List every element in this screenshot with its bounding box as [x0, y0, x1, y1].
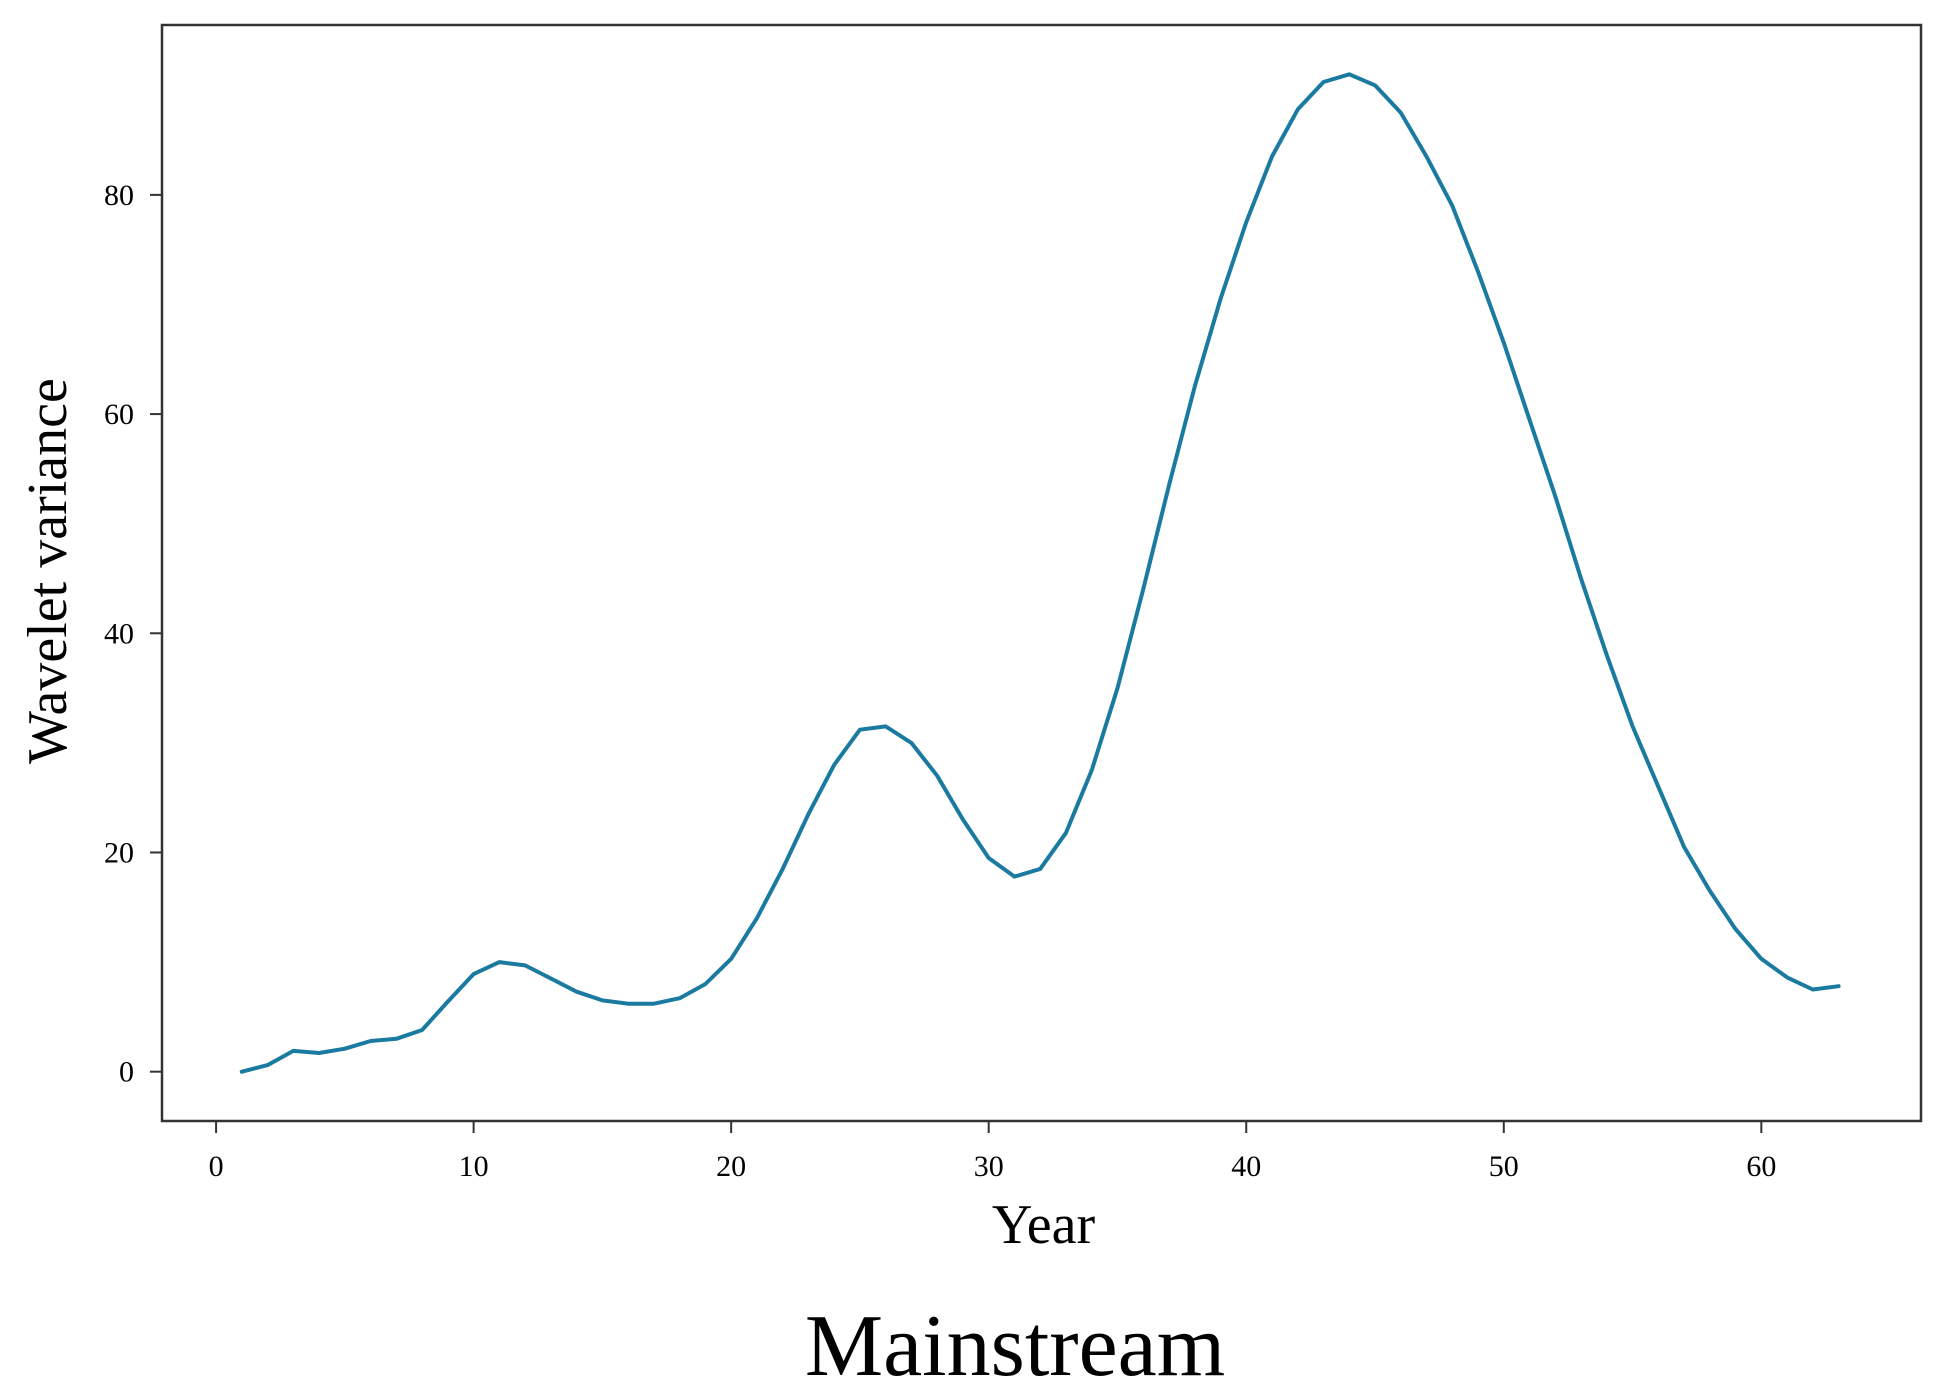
- data-point: [1450, 204, 1454, 208]
- data-point: [343, 1047, 347, 1051]
- x-tick-label: 0: [209, 1150, 224, 1183]
- y-axis-title: Wavelet variance: [17, 378, 79, 764]
- data-point: [781, 867, 785, 871]
- data-point: [1785, 975, 1789, 979]
- data-point: [1682, 845, 1686, 849]
- y-tick-label: 60: [104, 398, 134, 431]
- data-point: [1167, 483, 1171, 487]
- data-point: [523, 963, 527, 967]
- data-point: [832, 763, 836, 767]
- data-point: [549, 977, 553, 980]
- data-point: [1116, 686, 1119, 690]
- plot-frame: [160, 23, 1923, 1123]
- data-point: [1837, 984, 1841, 988]
- data-point: [1141, 587, 1145, 591]
- data-point: [1476, 270, 1480, 274]
- x-tick-label: 50: [1489, 1150, 1519, 1183]
- data-point: [600, 998, 604, 1002]
- data-point: [884, 724, 888, 728]
- data-point: [1553, 494, 1557, 498]
- data-point: [729, 957, 733, 961]
- data-point: [420, 1028, 424, 1032]
- series-line: [239, 72, 1841, 1074]
- data-point: [626, 1002, 630, 1006]
- data-point: [472, 972, 476, 976]
- y-tick-label: 0: [119, 1056, 134, 1089]
- data-point: [1038, 867, 1042, 871]
- data-point: [266, 1063, 270, 1067]
- figure-caption: Mainstream: [805, 1298, 1225, 1393]
- data-point: [806, 812, 810, 816]
- x-tick-label: 60: [1746, 1150, 1776, 1183]
- x-tick-label: 30: [974, 1150, 1004, 1183]
- data-point: [1425, 155, 1428, 158]
- data-point: [317, 1051, 321, 1055]
- data-point: [1064, 831, 1068, 835]
- data-point: [987, 856, 991, 860]
- data-point: [1219, 297, 1222, 301]
- data-point: [1244, 220, 1248, 224]
- data-point: [1296, 107, 1300, 111]
- data-point: [1502, 341, 1506, 345]
- data-point: [575, 990, 579, 994]
- y-tick-label: 80: [104, 179, 134, 212]
- data-point: [446, 1000, 450, 1003]
- data-point: [961, 818, 965, 822]
- data-point: [1399, 111, 1403, 115]
- data-point: [1270, 155, 1274, 158]
- x-tick-label: 40: [1231, 1150, 1261, 1183]
- x-axis: 0 10 20 30 40 50 60: [209, 1121, 1776, 1183]
- data-point: [703, 982, 707, 986]
- data-point: [1631, 724, 1635, 728]
- data-point: [1013, 875, 1016, 879]
- x-tick-label: 10: [459, 1150, 489, 1183]
- data-point: [1528, 418, 1531, 422]
- x-axis-title: Year: [992, 1194, 1096, 1256]
- data-point: [1734, 927, 1738, 931]
- data-point: [1347, 72, 1351, 76]
- data-point: [1656, 785, 1660, 789]
- data-point: [1811, 988, 1815, 991]
- data-point: [1373, 83, 1377, 87]
- data-point: [1605, 653, 1609, 657]
- data-point: [240, 1070, 244, 1074]
- data-point: [755, 916, 759, 920]
- data-point: [1193, 385, 1197, 389]
- data-point: [935, 774, 939, 778]
- data-point: [369, 1039, 373, 1043]
- data-point: [394, 1037, 398, 1041]
- data-point: [678, 996, 682, 1000]
- data-point: [1322, 80, 1325, 84]
- y-tick-label: 40: [104, 617, 134, 650]
- plot-layer: [239, 72, 1841, 1074]
- data-point: [1090, 768, 1094, 772]
- x-tick-label: 20: [716, 1150, 746, 1183]
- data-point: [909, 741, 913, 745]
- data-point: [858, 728, 862, 732]
- data-point: [1759, 957, 1763, 961]
- data-point: [1579, 577, 1583, 580]
- y-axis: 0 20 40 60 80: [104, 179, 162, 1089]
- data-point: [652, 1002, 656, 1006]
- y-tick-label: 20: [104, 836, 134, 869]
- data-point: [291, 1049, 295, 1053]
- data-point: [1708, 889, 1712, 893]
- data-point: [497, 960, 501, 964]
